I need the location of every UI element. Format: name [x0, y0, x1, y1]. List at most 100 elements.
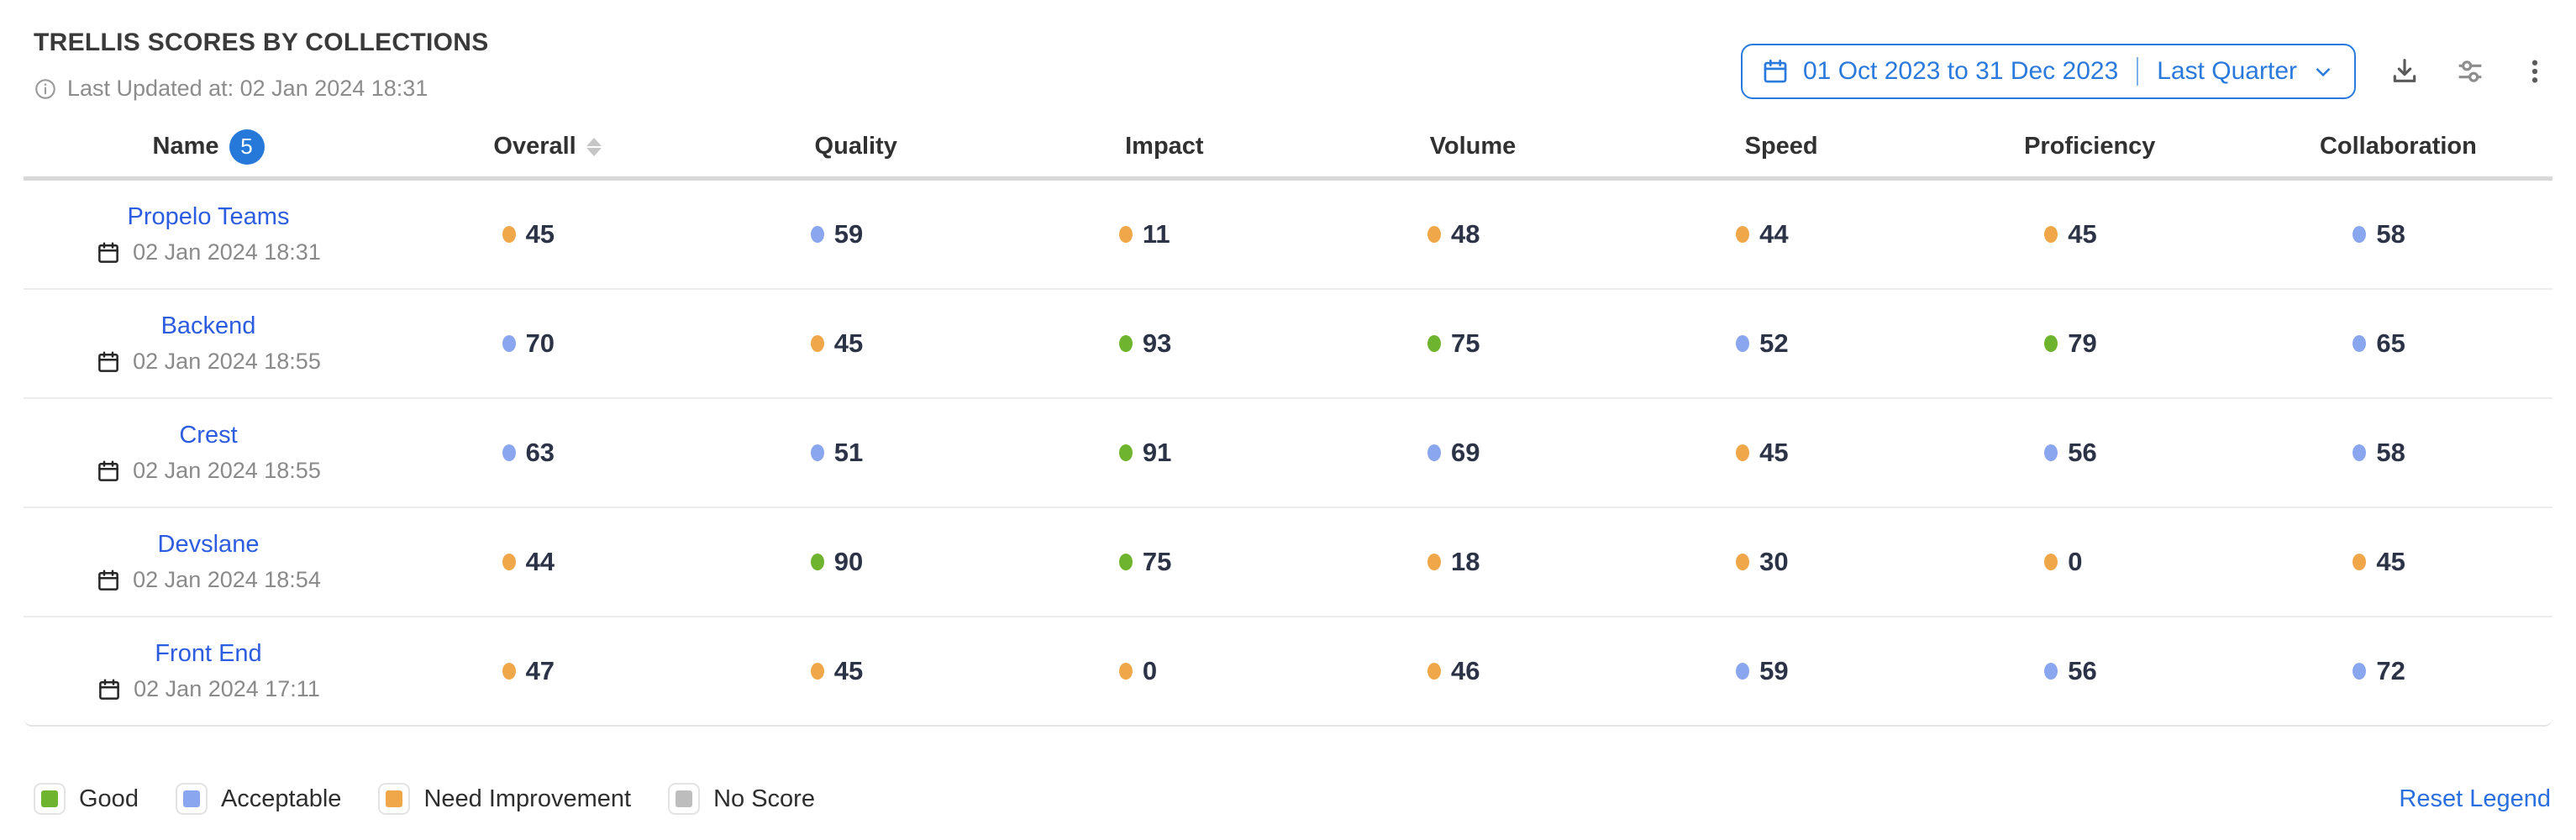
score-status-dot — [1736, 663, 1750, 680]
calendar-icon — [97, 677, 122, 702]
table-row: Propelo Teams 02 Jan 2024 18:31 45 59 — [24, 181, 2552, 290]
download-button[interactable] — [2388, 55, 2421, 88]
score-value: 52 — [1759, 328, 1789, 358]
score-status-dot — [1118, 335, 1133, 352]
score-value: 69 — [1450, 438, 1480, 467]
score-status-dot — [2044, 554, 2058, 570]
score-status-dot — [502, 335, 516, 352]
score-value: 45 — [1759, 438, 1789, 467]
more-options-button[interactable] — [2519, 55, 2551, 87]
table-row: Backend 02 Jan 2024 18:55 70 45 — [24, 290, 2552, 399]
column-header-proficiency: Proficiency — [2024, 133, 2156, 160]
legend-item[interactable]: Acceptable — [175, 783, 342, 815]
score-value: 59 — [1759, 656, 1789, 685]
chevron-down-icon — [2311, 59, 2336, 84]
calendar-icon — [96, 568, 121, 593]
score-cell: 48 — [1318, 219, 1627, 249]
score-cell: 59 — [1627, 656, 1936, 686]
score-cell: 56 — [1936, 656, 2244, 686]
score-value: 75 — [1142, 547, 1172, 576]
date-range-button[interactable]: 01 Oct 2023 to 31 Dec 2023 Last Quarter — [1740, 44, 2356, 99]
calendar-icon — [1761, 57, 1790, 86]
row-date: 02 Jan 2024 17:11 — [97, 676, 320, 702]
score-cell: 44 — [1627, 219, 1936, 249]
score-status-dot — [1427, 554, 1441, 570]
table-row: Devslane 02 Jan 2024 18:54 44 90 — [24, 508, 2552, 617]
score-cell: 45 — [393, 219, 702, 249]
score-status-dot — [2353, 663, 2367, 680]
score-status-dot — [502, 444, 516, 461]
column-header-collaboration: Collaboration — [2319, 133, 2477, 160]
legend-bar: Good Acceptable Need Improvement No Scor… — [0, 763, 2576, 840]
legend-swatch — [386, 790, 403, 807]
column-header-quality: Quality — [814, 133, 897, 160]
info-icon[interactable] — [34, 77, 57, 101]
name-cell: Propelo Teams 02 Jan 2024 18:31 — [24, 203, 393, 265]
score-value: 0 — [2068, 547, 2083, 576]
last-updated: Last Updated at: 02 Jan 2024 18:31 — [34, 76, 489, 102]
row-date-text: 02 Jan 2024 18:55 — [133, 458, 321, 483]
score-value: 93 — [1142, 328, 1172, 358]
score-status-dot — [2353, 335, 2367, 352]
score-cell: 18 — [1318, 547, 1627, 577]
legend-item[interactable]: Need Improvement — [378, 783, 631, 815]
score-cell: 45 — [1627, 438, 1936, 468]
score-value: 56 — [2068, 656, 2097, 685]
legend-swatch-box — [378, 783, 411, 815]
score-status-dot — [1118, 226, 1133, 243]
score-cell: 52 — [1627, 328, 1936, 359]
collection-link[interactable]: Front End — [155, 640, 262, 667]
column-header-volume: Volume — [1429, 133, 1517, 160]
row-date-text: 02 Jan 2024 18:55 — [133, 349, 321, 374]
score-value: 56 — [2068, 438, 2097, 467]
table-row: Crest 02 Jan 2024 18:55 63 51 — [24, 399, 2552, 508]
score-status-dot — [1736, 226, 1750, 243]
score-cell: 45 — [702, 656, 1010, 686]
score-value: 18 — [1450, 547, 1480, 576]
overall-header-label: Overall — [493, 133, 576, 160]
collection-link[interactable]: Backend — [160, 312, 256, 339]
score-cell: 56 — [1936, 438, 2244, 468]
table-header-row: Name 5 Overall Quality Impact Volume Spe… — [24, 117, 2552, 181]
sliders-icon — [2453, 55, 2487, 88]
score-cell: 75 — [1010, 547, 1318, 577]
score-status-dot — [502, 554, 516, 570]
score-value: 11 — [1142, 219, 1170, 249]
widget-header: TRELLIS SCORES BY COLLECTIONS Last Updat… — [0, 0, 2576, 102]
score-cell: 30 — [1627, 547, 1936, 577]
score-status-dot — [1427, 226, 1441, 243]
score-value: 58 — [2376, 219, 2405, 249]
score-value: 45 — [833, 656, 864, 685]
name-cell: Front End 02 Jan 2024 17:11 — [24, 640, 393, 702]
score-value: 63 — [525, 438, 555, 467]
row-date: 02 Jan 2024 18:31 — [96, 239, 321, 265]
scores-table: Name 5 Overall Quality Impact Volume Spe… — [24, 117, 2552, 763]
score-cell: 45 — [702, 328, 1010, 359]
collection-link[interactable]: Crest — [179, 422, 238, 449]
legend-label: Acceptable — [220, 785, 342, 812]
score-status-dot — [2353, 444, 2367, 461]
reset-legend-link[interactable]: Reset Legend — [2399, 785, 2551, 812]
score-value: 45 — [525, 219, 555, 249]
score-status-dot — [2044, 663, 2058, 680]
score-status-dot — [2044, 335, 2058, 352]
legend-item[interactable]: No Score — [668, 783, 815, 815]
legend-item[interactable]: Good — [34, 783, 139, 815]
score-cell: 45 — [1936, 219, 2244, 249]
collection-link[interactable]: Devslane — [157, 531, 260, 558]
score-status-dot — [1736, 444, 1750, 461]
column-header-name: Name 5 — [24, 129, 393, 165]
collection-link[interactable]: Propelo Teams — [127, 203, 290, 230]
calendar-icon — [96, 240, 121, 265]
score-status-dot — [1427, 663, 1441, 680]
sort-icon[interactable] — [586, 137, 602, 156]
row-date-text: 02 Jan 2024 17:11 — [134, 676, 320, 701]
page-title: TRELLIS SCORES BY COLLECTIONS — [34, 29, 489, 56]
score-cell: 90 — [702, 547, 1010, 577]
score-cell: 58 — [2244, 219, 2552, 249]
score-value: 79 — [2068, 328, 2097, 358]
settings-button[interactable] — [2453, 55, 2487, 88]
score-status-dot — [810, 444, 824, 461]
score-cell: 75 — [1318, 328, 1627, 359]
score-cell: 93 — [1010, 328, 1318, 359]
